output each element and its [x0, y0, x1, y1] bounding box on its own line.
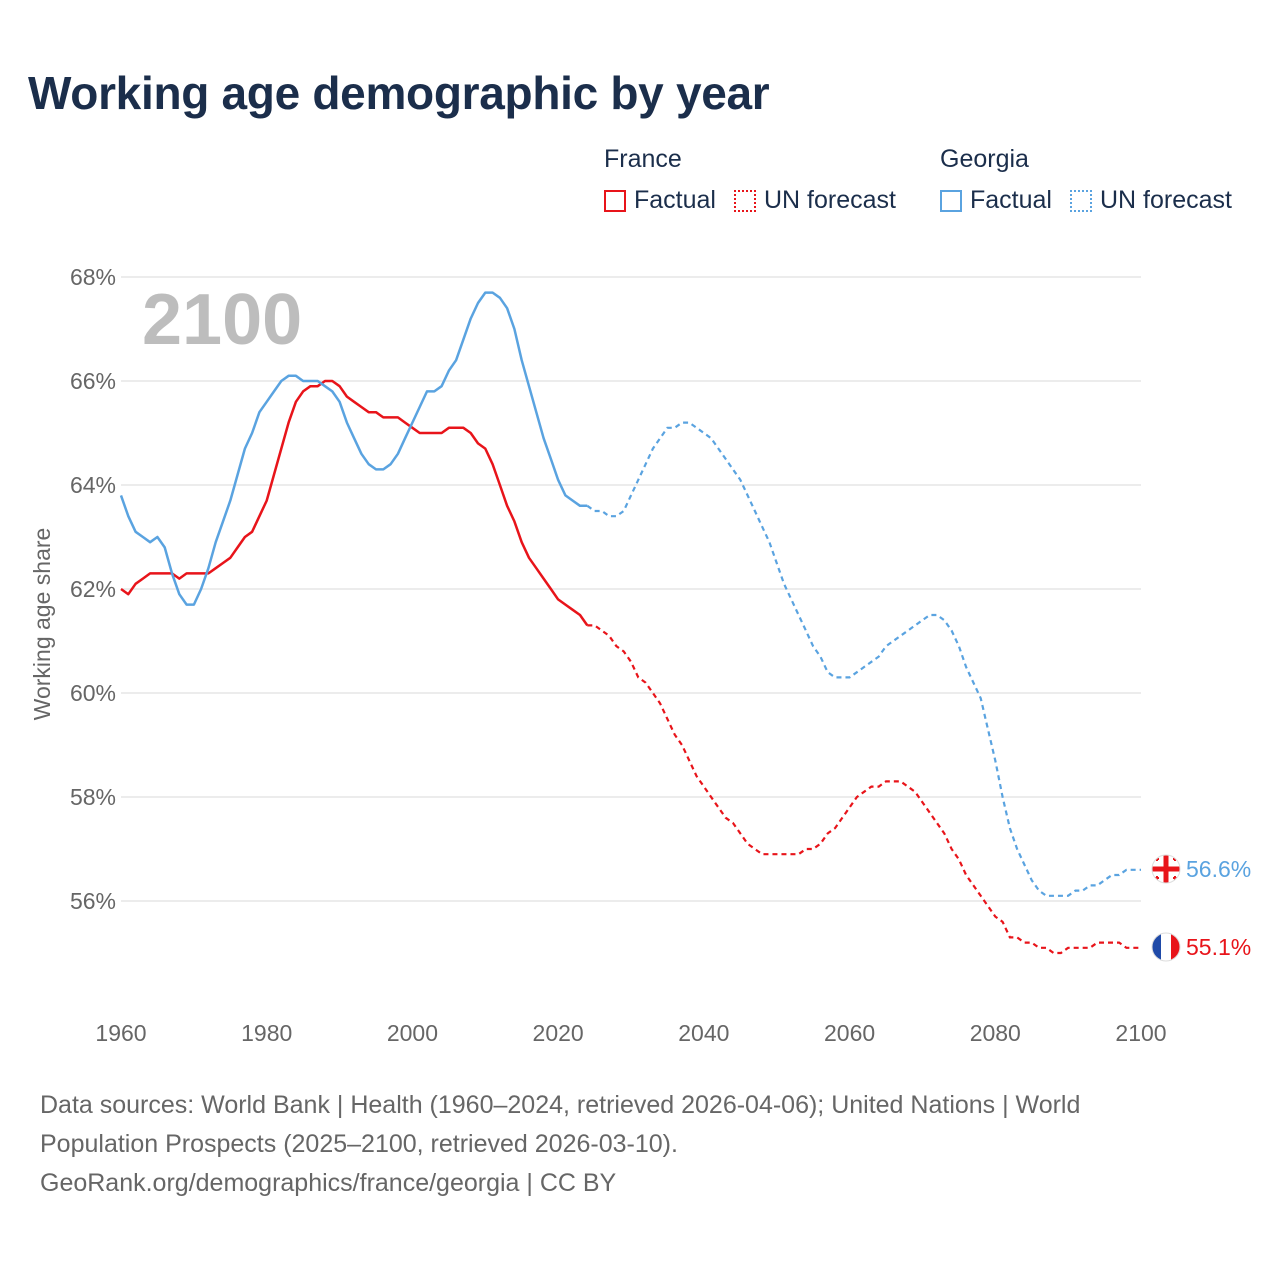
x-tick-label: 2100 — [1115, 1020, 1166, 1046]
georgia-flag-icon — [1151, 854, 1181, 884]
y-tick-label: 60% — [70, 680, 116, 706]
legend-swatch-solid — [604, 189, 626, 212]
legend-georgia-forecast[interactable]: UN forecast — [1069, 186, 1232, 215]
legend-label: Factual — [634, 186, 716, 214]
legend-group-france: France Factual UN forecast — [604, 144, 914, 215]
legend-label: Factual — [970, 186, 1052, 214]
y-axis-label: Working age share — [29, 528, 55, 721]
x-tick-label: 2080 — [970, 1020, 1021, 1046]
france-forecast-line — [587, 624, 1141, 955]
x-tick-label: 1980 — [241, 1020, 292, 1046]
france-flag-icon — [1151, 932, 1181, 962]
chart-title: Working age demographic by year — [28, 67, 770, 119]
line-chart: 56% 58% 60% 62% 64% 66% 68% 1960 1980 2000 2020 204… — [29, 264, 1251, 1046]
legend-swatch-solid — [940, 189, 962, 212]
legend-group-name: France — [604, 145, 682, 173]
france-factual-line — [120, 379, 589, 627]
legend-france-factual[interactable]: Factual — [604, 186, 716, 215]
end-label-georgia: 56.6% — [1186, 856, 1251, 882]
legend-swatch-dotted — [733, 189, 756, 212]
x-tick-label: 2020 — [533, 1020, 584, 1046]
y-tick-label: 64% — [70, 472, 116, 498]
y-tick-label: 56% — [70, 888, 116, 914]
footer-line: Data sources: World Bank | Health (1960–… — [40, 1091, 1081, 1119]
x-tick-label: 1960 — [95, 1020, 146, 1046]
legend-label: UN forecast — [763, 186, 896, 214]
georgia-forecast-line — [586, 421, 1141, 897]
georgia-factual-line — [119, 291, 588, 606]
y-tick-label: 66% — [70, 368, 116, 394]
legend-group-name: Georgia — [940, 145, 1029, 173]
footer-line: Population Prospects (2025–2100, retriev… — [40, 1130, 678, 1158]
legend-group-georgia: Georgia Factual UN forecast — [940, 144, 1250, 215]
legend-france-forecast[interactable]: UN forecast — [733, 186, 896, 215]
x-tick-label: 2000 — [387, 1020, 438, 1046]
y-tick-label: 68% — [70, 264, 116, 290]
legend-georgia-factual[interactable]: Factual — [940, 186, 1052, 215]
y-tick-label: 62% — [70, 576, 116, 602]
footer-link[interactable]: GeoRank.org/demographics/france/georgia … — [40, 1169, 617, 1197]
y-tick-label: 58% — [70, 784, 116, 810]
legend-swatch-dotted — [1069, 189, 1092, 212]
year-overlay: 2100 — [142, 280, 302, 360]
x-tick-label: 2040 — [678, 1020, 729, 1046]
data-sources-footer: Data sources: World Bank | Health (1960–… — [40, 1086, 1240, 1203]
x-tick-label: 2060 — [824, 1020, 875, 1046]
end-label-france: 55.1% — [1186, 934, 1251, 960]
legend-label: UN forecast — [1099, 186, 1232, 214]
